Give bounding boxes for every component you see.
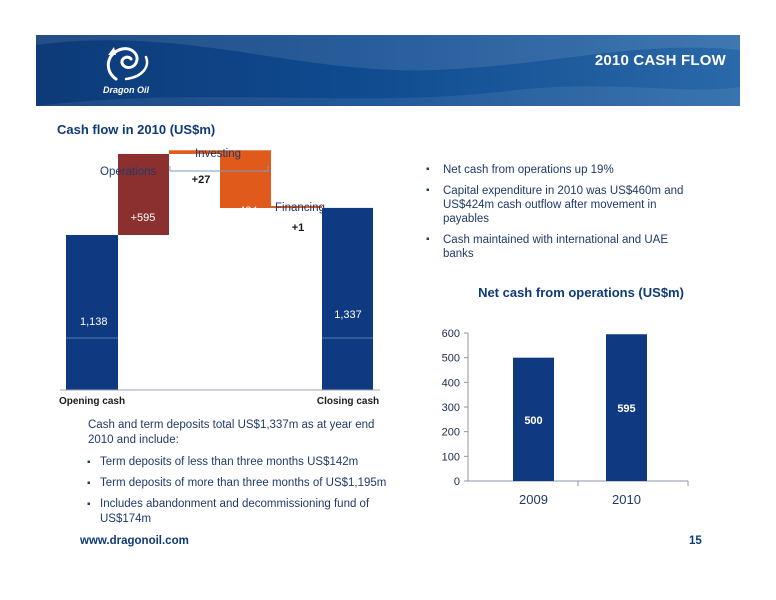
group-label-operations: Operations [100,166,157,178]
waterfall-bar [220,150,271,209]
dragon-logo-icon [106,47,149,81]
y-tick-label: 100 [442,451,460,463]
net-cash-data-label: 595 [617,403,635,415]
highlights-list: Net cash from operations up 19% Capital … [425,163,700,268]
page-number: 15 [689,535,702,547]
x-tick-label: 2010 [612,492,641,507]
deposits-note: Cash and term deposits total US$1,337m a… [87,418,388,533]
footer-url[interactable]: www.dragonoil.com [80,535,189,547]
y-tick-label: 200 [442,427,460,439]
group-label-investing: Investing [195,148,241,160]
group-label-financing: Financing [275,202,325,214]
waterfall-chart-title: Cash flow in 2010 (US$m) [57,122,216,137]
page-title: 2010 CASH FLOW [594,52,726,69]
bullet-item: Capital expenditure in 2010 was US$460m … [425,184,700,226]
net-cash-chart-title: Net cash from operations (US$m) [478,285,684,300]
y-tick-label: 600 [442,328,460,340]
x-tick-label: Opening cash [59,396,125,407]
investing-bracket [169,166,269,172]
waterfall-data-label: +27 [192,174,211,186]
net-cash-bar [606,334,647,481]
waterfall-data-label: 1,337 [334,309,362,321]
y-tick-label: 300 [442,402,460,414]
bullet-item: Net cash from operations up 19% [425,163,700,177]
waterfall-data-label: +1 [292,222,305,234]
deposit-item: Includes abandonment and decommissioning… [87,497,388,527]
deposits-list: Term deposits of less than three months … [87,455,388,527]
deposit-item: Term deposits of more than three months … [87,476,388,491]
waterfall-data-label: 1,138 [80,316,108,328]
y-tick-label: 500 [442,353,460,365]
waterfall-bar [169,150,220,154]
waterfall-bar [66,235,118,390]
net-cash-bar [513,357,554,481]
y-tick-label: 400 [442,377,460,389]
x-tick-label: Closing cash [317,396,379,407]
waterfall-data-label: - 424 [232,205,257,217]
logo-text: Dragon Oil [102,85,149,95]
waterfall-data-label: +595 [131,212,156,224]
deposits-intro: Cash and term deposits total US$1,337m a… [88,419,375,446]
banner-wave-decoration [36,35,740,106]
header-banner: Dragon Oil 2010 CASH FLOW [36,35,740,106]
waterfall-bar [322,207,373,390]
x-tick-label: 2009 [519,492,548,507]
net-cash-data-label: 500 [524,415,542,427]
waterfall-bar [118,153,169,235]
y-tick-label: 0 [454,476,460,488]
waterfall-bar [271,206,322,209]
dragon-oil-logo: Dragon Oil [86,41,166,101]
bullet-item: Cash maintained with international and U… [425,233,700,261]
deposit-item: Term deposits of less than three months … [87,455,388,470]
